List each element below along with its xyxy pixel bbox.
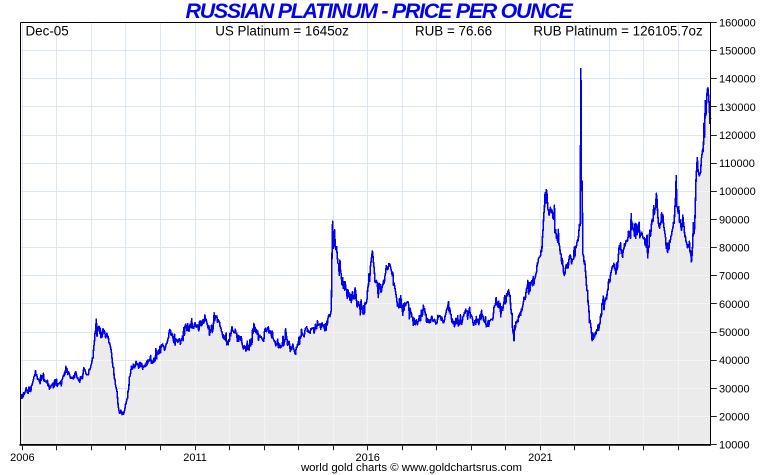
svg-text:world gold charts © www.goldch: world gold charts © www.goldchartsrus.co…	[300, 462, 522, 474]
svg-text:RUB Platinum = 126105.7oz: RUB Platinum = 126105.7oz	[533, 24, 703, 39]
svg-text:110000: 110000	[719, 158, 755, 170]
svg-text:30000: 30000	[719, 383, 750, 395]
svg-text:80000: 80000	[719, 243, 750, 255]
svg-text:50000: 50000	[719, 327, 750, 339]
svg-text:40000: 40000	[719, 355, 750, 367]
svg-text:100000: 100000	[719, 186, 756, 198]
svg-text:Dec-05: Dec-05	[26, 24, 69, 39]
svg-text:130000: 130000	[719, 102, 756, 114]
svg-text:70000: 70000	[719, 271, 750, 283]
svg-text:2006: 2006	[10, 452, 34, 464]
svg-text:RUB = 76.66: RUB = 76.66	[415, 24, 492, 39]
svg-text:20000: 20000	[719, 411, 750, 423]
svg-text:RUSSIAN PLATINUM - PRICE PER O: RUSSIAN PLATINUM - PRICE PER OUNCE	[186, 0, 574, 23]
svg-text:160000: 160000	[719, 17, 756, 29]
svg-text:2016: 2016	[355, 452, 379, 464]
svg-text:US Platinum = 1645oz: US Platinum = 1645oz	[215, 24, 349, 39]
svg-text:2021: 2021	[528, 452, 552, 464]
svg-text:120000: 120000	[719, 130, 756, 142]
svg-text:10000: 10000	[719, 440, 750, 452]
svg-text:140000: 140000	[719, 74, 756, 86]
svg-text:60000: 60000	[719, 299, 750, 311]
svg-text:150000: 150000	[719, 45, 756, 57]
svg-text:90000: 90000	[719, 214, 750, 226]
svg-text:2011: 2011	[183, 452, 207, 464]
